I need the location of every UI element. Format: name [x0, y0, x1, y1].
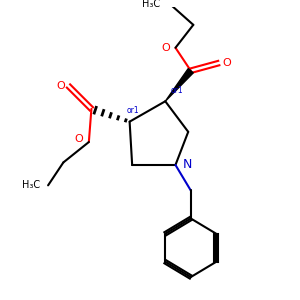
Text: N: N	[182, 158, 192, 172]
Text: O: O	[56, 81, 65, 91]
Text: O: O	[222, 58, 231, 68]
Text: or1: or1	[127, 106, 140, 115]
Polygon shape	[165, 69, 193, 101]
Text: H₃C: H₃C	[142, 0, 160, 10]
Text: O: O	[161, 43, 170, 53]
Text: or1: or1	[170, 86, 183, 95]
Text: H₃C: H₃C	[22, 180, 40, 190]
Text: O: O	[74, 134, 83, 145]
